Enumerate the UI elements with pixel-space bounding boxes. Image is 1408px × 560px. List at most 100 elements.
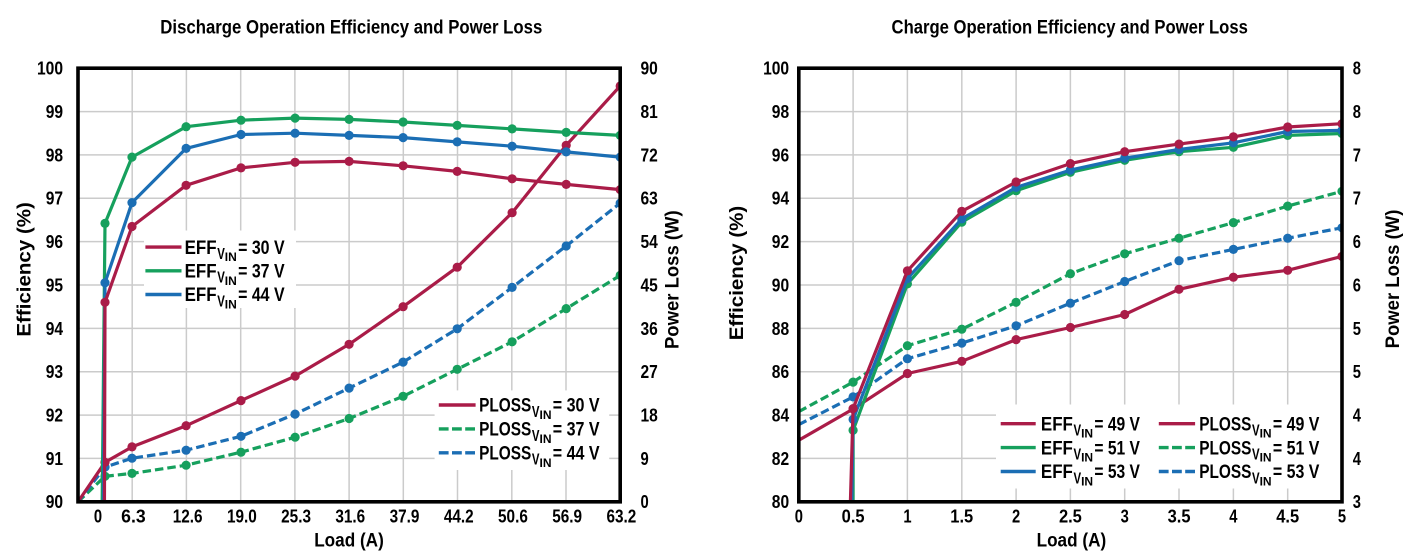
svg-text:5: 5 <box>1353 361 1361 382</box>
svg-text:IN: IN <box>225 276 237 288</box>
svg-text:= 53 V: = 53 V <box>1094 461 1140 483</box>
svg-text:7: 7 <box>1353 188 1361 209</box>
svg-text:IN: IN <box>1081 477 1093 489</box>
svg-text:V: V <box>532 452 540 469</box>
svg-text:9: 9 <box>641 448 649 469</box>
svg-text:V: V <box>217 270 225 287</box>
svg-text:V: V <box>1252 470 1260 487</box>
svg-text:= 30 V: = 30 V <box>238 237 285 259</box>
svg-text:92: 92 <box>46 404 63 425</box>
svg-text:EFF: EFF <box>1041 437 1073 459</box>
svg-text:V: V <box>1252 423 1260 440</box>
svg-text:95: 95 <box>46 274 63 295</box>
svg-text:IN: IN <box>540 458 552 470</box>
svg-text:V: V <box>1252 447 1260 464</box>
svg-text:1.5: 1.5 <box>950 505 973 526</box>
svg-text:94: 94 <box>772 188 790 209</box>
svg-text:V: V <box>1074 423 1082 440</box>
svg-text:Efficiency (%): Efficiency (%) <box>14 202 36 337</box>
svg-text:36: 36 <box>641 318 658 339</box>
svg-text:4: 4 <box>1353 404 1362 425</box>
svg-text:3: 3 <box>1121 505 1129 526</box>
svg-text:31.6: 31.6 <box>335 505 365 526</box>
svg-text:90: 90 <box>772 274 789 295</box>
svg-text:2.5: 2.5 <box>1059 505 1082 526</box>
svg-text:2: 2 <box>1012 505 1020 526</box>
svg-text:96: 96 <box>46 231 63 252</box>
svg-text:EFF: EFF <box>185 237 217 259</box>
svg-text:88: 88 <box>772 318 789 339</box>
svg-text:EFF: EFF <box>185 284 217 306</box>
svg-text:4.5: 4.5 <box>1276 505 1299 526</box>
svg-text:7: 7 <box>1353 144 1361 165</box>
svg-text:= 49 V: = 49 V <box>1094 413 1140 435</box>
svg-text:91: 91 <box>46 448 63 469</box>
svg-text:Charge Operation Efficiency an: Charge Operation Efficiency and Power Lo… <box>892 17 1248 39</box>
svg-text:56.9: 56.9 <box>552 505 582 526</box>
svg-text:= 44 V: = 44 V <box>553 443 600 465</box>
svg-text:54: 54 <box>641 231 659 252</box>
svg-text:= 53 V: = 53 V <box>1273 461 1320 483</box>
svg-text:96: 96 <box>772 144 789 165</box>
svg-text:63: 63 <box>641 188 658 209</box>
svg-text:PLOSS: PLOSS <box>479 443 531 465</box>
svg-text:= 44 V: = 44 V <box>238 284 285 306</box>
svg-text:5: 5 <box>1338 505 1346 526</box>
svg-text:IN: IN <box>540 410 552 422</box>
svg-text:PLOSS: PLOSS <box>479 395 531 417</box>
svg-text:37.9: 37.9 <box>390 505 420 526</box>
svg-text:4: 4 <box>1353 448 1362 469</box>
svg-text:98: 98 <box>46 144 63 165</box>
svg-text:45: 45 <box>641 274 658 295</box>
svg-text:Load (A): Load (A) <box>314 529 384 551</box>
svg-text:= 51 V: = 51 V <box>1273 437 1320 459</box>
svg-text:0: 0 <box>795 505 803 526</box>
svg-text:= 37 V: = 37 V <box>553 419 600 441</box>
svg-text:= 49 V: = 49 V <box>1273 413 1320 435</box>
svg-text:98: 98 <box>772 101 789 122</box>
svg-text:3: 3 <box>1353 491 1361 512</box>
svg-text:V: V <box>217 246 225 263</box>
svg-text:90: 90 <box>46 491 63 512</box>
svg-text:93: 93 <box>46 361 63 382</box>
svg-text:EFF: EFF <box>1041 461 1073 483</box>
svg-text:PLOSS: PLOSS <box>1199 461 1251 483</box>
svg-text:27: 27 <box>641 361 658 382</box>
svg-text:Discharge Operation Efficiency: Discharge Operation Efficiency and Power… <box>160 17 542 39</box>
svg-text:81: 81 <box>641 101 658 122</box>
svg-text:80: 80 <box>772 491 789 512</box>
svg-text:5: 5 <box>1353 318 1361 339</box>
svg-text:= 30 V: = 30 V <box>553 395 600 417</box>
svg-text:Power Loss (W): Power Loss (W) <box>662 210 684 349</box>
svg-text:Efficiency (%): Efficiency (%) <box>726 206 748 341</box>
svg-text:8: 8 <box>1353 58 1361 79</box>
svg-text:84: 84 <box>772 404 790 425</box>
svg-text:6: 6 <box>1353 274 1361 295</box>
svg-text:90: 90 <box>641 58 658 79</box>
svg-text:IN: IN <box>225 300 237 312</box>
svg-text:99: 99 <box>46 101 63 122</box>
svg-text:PLOSS: PLOSS <box>1199 413 1251 435</box>
svg-text:IN: IN <box>540 434 552 446</box>
svg-text:100: 100 <box>37 58 63 79</box>
svg-text:V: V <box>1074 447 1082 464</box>
svg-text:V: V <box>217 293 225 310</box>
svg-text:EFF: EFF <box>1041 413 1073 435</box>
svg-text:25.3: 25.3 <box>281 505 311 526</box>
svg-text:3.5: 3.5 <box>1168 505 1191 526</box>
svg-text:EFF: EFF <box>185 261 217 283</box>
svg-text:Power Loss (W): Power Loss (W) <box>1382 210 1404 349</box>
svg-text:V: V <box>532 404 540 421</box>
svg-text:= 51 V: = 51 V <box>1094 437 1140 459</box>
svg-text:50.6: 50.6 <box>498 505 528 526</box>
svg-text:IN: IN <box>1081 453 1093 465</box>
svg-text:Load (A): Load (A) <box>1037 529 1107 551</box>
svg-text:IN: IN <box>1081 429 1093 441</box>
svg-text:97: 97 <box>46 188 63 209</box>
svg-text:PLOSS: PLOSS <box>479 419 531 441</box>
svg-text:8: 8 <box>1353 101 1361 122</box>
svg-text:= 37 V: = 37 V <box>238 261 285 283</box>
svg-text:PLOSS: PLOSS <box>1199 437 1251 459</box>
svg-text:0: 0 <box>641 491 649 512</box>
svg-text:IN: IN <box>225 252 237 264</box>
